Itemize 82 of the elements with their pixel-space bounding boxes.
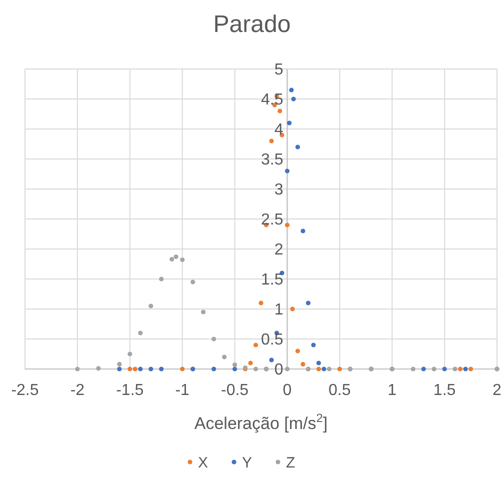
- point: [212, 336, 216, 342]
- y-tick-label: 1: [274, 302, 284, 319]
- point: [117, 366, 122, 372]
- chart-title: Parado: [213, 11, 291, 38]
- y-tick-label: 4: [274, 122, 284, 139]
- point: [316, 360, 321, 366]
- point: [248, 360, 253, 366]
- point: [306, 300, 310, 306]
- point: [148, 304, 154, 308]
- point: [284, 222, 290, 228]
- point: [128, 352, 132, 356]
- point: [468, 366, 474, 372]
- point: [269, 358, 274, 362]
- point: [278, 108, 282, 114]
- x-tick-label: 2: [492, 382, 502, 399]
- legend-label: Z: [286, 454, 296, 472]
- point: [290, 306, 295, 312]
- point: [300, 228, 306, 234]
- x-tick-label: -1: [175, 382, 190, 399]
- point: [253, 366, 258, 372]
- y-tick-label: 4.5: [260, 92, 284, 109]
- x-tick-label: 0.5: [328, 382, 351, 399]
- point: [138, 366, 143, 372]
- y-tick-label: 3: [274, 182, 284, 199]
- point: [180, 366, 185, 372]
- point: [96, 366, 101, 371]
- y-tick-label: 0: [274, 362, 284, 379]
- point: [287, 120, 292, 126]
- point: [432, 366, 436, 372]
- point: [326, 366, 332, 372]
- point: [253, 342, 258, 348]
- point: [284, 366, 290, 372]
- x-tick-label: 1: [388, 382, 397, 399]
- point: [117, 362, 122, 366]
- x-tick-label: -1.5: [116, 382, 144, 399]
- point: [132, 366, 138, 372]
- point: [316, 366, 321, 372]
- point: [75, 366, 80, 372]
- point: [174, 254, 178, 260]
- y-tick-label: 1.5: [260, 272, 284, 289]
- y-tick-label: 0.5: [260, 332, 284, 349]
- y-tick-label: 2: [274, 242, 284, 259]
- x-axis-title: Aceleração [m/s$^{2}$]: [194, 411, 328, 433]
- x-tick-label: -2.5: [11, 382, 39, 399]
- point: [295, 348, 300, 354]
- point: [322, 366, 326, 372]
- point: [410, 366, 416, 372]
- point: [180, 258, 185, 262]
- point: [311, 342, 316, 348]
- point: [442, 366, 447, 372]
- point: [128, 366, 132, 372]
- point: [295, 144, 300, 150]
- point: [452, 366, 458, 372]
- point: [258, 300, 264, 306]
- point: [291, 96, 296, 102]
- point: [212, 366, 216, 372]
- legend-label: X: [198, 454, 208, 472]
- point: [148, 366, 154, 372]
- point: [337, 366, 342, 372]
- y-tick-label: 5: [274, 62, 284, 79]
- point: [159, 366, 164, 372]
- point: [190, 280, 196, 284]
- point: [289, 88, 294, 92]
- point: [170, 256, 174, 262]
- point: [138, 330, 143, 336]
- point: [458, 366, 463, 372]
- point: [300, 362, 306, 366]
- y-tick-label: 2.5: [260, 212, 284, 229]
- point: [201, 310, 206, 314]
- y-tick-label: 3.5: [260, 152, 284, 169]
- point: [159, 276, 164, 282]
- point: [232, 362, 238, 368]
- point: [232, 366, 238, 372]
- legend-label: Y: [242, 454, 252, 472]
- x-tick-label: -0.5: [220, 382, 249, 399]
- x-tick-label: 1.5: [433, 382, 456, 399]
- point: [284, 168, 290, 174]
- x-tick-label: -2: [70, 382, 85, 399]
- point: [421, 366, 426, 372]
- point: [222, 354, 227, 360]
- point: [269, 138, 274, 144]
- point: [463, 366, 468, 372]
